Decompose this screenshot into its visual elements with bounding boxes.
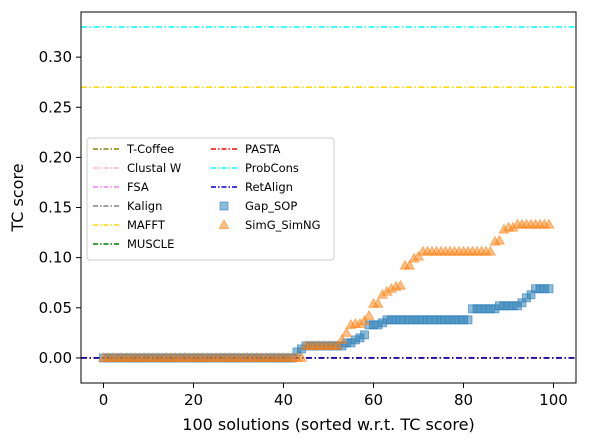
legend-item-t-coffee: T-Coffee (93, 142, 174, 156)
legend: T-Coffee Clustal W FSA Kalign MAFFT MUSCLE PAS… (86, 137, 335, 261)
y-tick-label: 0.05 (39, 299, 72, 317)
legend-label: MUSCLE (127, 237, 174, 251)
legend-label: FSA (127, 180, 149, 194)
simg-simng-point (340, 326, 353, 337)
gap-sop-point (544, 284, 554, 294)
y-tick-label: 0.15 (39, 199, 72, 217)
simg-simng-point (412, 250, 425, 261)
legend-item-probcons: ProbCons (211, 161, 299, 175)
legend-label: SimG_SimNG (245, 218, 321, 232)
legend-item-muscle: MUSCLE (93, 237, 174, 251)
x-tick-label: 60 (364, 391, 383, 409)
simg-simng-point (484, 245, 497, 256)
legend-label: Kalign (127, 199, 162, 213)
y-tick-label: 0.10 (39, 249, 72, 267)
y-tick-label: 0.25 (39, 98, 72, 116)
legend-marker-swatch (218, 218, 230, 229)
plot-area (81, 26, 576, 363)
legend-label: Clustal W (127, 161, 181, 175)
simg-simng-point (295, 351, 308, 362)
legend-label: MAFFT (127, 218, 166, 232)
simg-simng-point (363, 309, 375, 320)
legend-label: Gap_SOP (245, 199, 297, 213)
simg-simng-point (394, 279, 407, 290)
x-tick-label: 20 (184, 391, 203, 409)
legend-item-clustal-w: Clustal W (93, 161, 181, 175)
legend-label: T-Coffee (126, 142, 174, 156)
y-tick-label: 0.00 (39, 349, 72, 367)
legend-label: RetAlign (245, 180, 293, 194)
x-axis-label: 100 solutions (sorted w.r.t. TC score) (182, 415, 474, 434)
y-axis: 0.00 0.05 0.10 0.15 0.20 0.25 0.30 (39, 48, 81, 367)
series-simg-simng (97, 218, 555, 362)
legend-item-pasta: PASTA (211, 142, 280, 156)
y-tick-label: 0.20 (39, 148, 72, 166)
legend-marker-swatch (219, 201, 229, 211)
gap-sop-point (463, 315, 473, 325)
legend-item-fsa: FSA (93, 180, 149, 194)
legend-item-simg-simng: SimG_SimNG (218, 218, 321, 232)
simg-simng-point (358, 314, 371, 325)
x-axis: 0 20 40 60 80 100 (99, 383, 568, 409)
x-tick-label: 80 (454, 391, 473, 409)
simg-simng-point (331, 339, 344, 350)
legend-item-kalign: Kalign (93, 199, 162, 213)
x-tick-label: 100 (539, 391, 568, 409)
x-tick-label: 0 (99, 391, 109, 409)
legend-box (86, 137, 335, 261)
y-axis-label: TC score (8, 163, 27, 232)
gap-sop-point (360, 330, 369, 340)
simg-simng-point (493, 234, 506, 245)
legend-label: ProbCons (245, 161, 299, 175)
simg-simng-point (372, 297, 384, 308)
simg-simng-point (336, 333, 348, 344)
legend-item-mafft: MAFFT (93, 218, 166, 232)
legend-item-gap-sop: Gap_SOP (219, 199, 297, 213)
legend-label: PASTA (245, 142, 280, 156)
legend-item-retalign: RetAlign (211, 180, 293, 194)
x-tick-label: 40 (274, 391, 293, 409)
y-tick-label: 0.30 (39, 48, 72, 66)
axes-frame (80, 11, 577, 384)
simg-simng-point (403, 259, 416, 270)
simg-simng-point (543, 218, 555, 229)
